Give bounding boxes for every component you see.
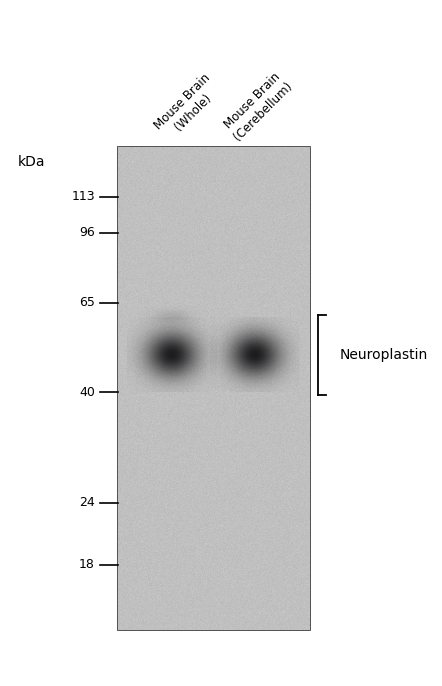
Text: 65: 65 — [79, 296, 95, 309]
Text: 113: 113 — [71, 191, 95, 204]
Text: 40: 40 — [79, 386, 95, 399]
Bar — [118, 147, 310, 630]
Text: 24: 24 — [79, 497, 95, 510]
Text: kDa: kDa — [18, 155, 46, 169]
Text: Mouse Brain
(Whole): Mouse Brain (Whole) — [152, 71, 224, 143]
Text: Mouse Brain
(Cerebellum): Mouse Brain (Cerebellum) — [220, 69, 295, 143]
Text: 18: 18 — [79, 558, 95, 571]
Text: 96: 96 — [79, 226, 95, 239]
Text: Neuroplastin: Neuroplastin — [340, 348, 428, 362]
